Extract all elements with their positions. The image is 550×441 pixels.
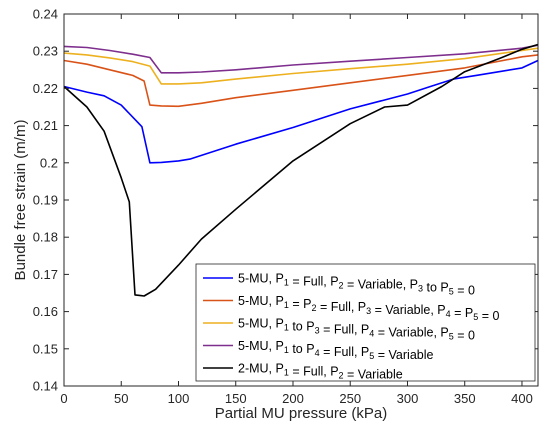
x-axis-label: Partial MU pressure (kPa) [215, 405, 388, 422]
y-tick-label: 0.22 [33, 81, 58, 96]
y-tick-label: 0.16 [33, 304, 58, 319]
x-tick-label: 400 [511, 391, 533, 406]
legend-entry: 5-MU, P1 = Full, P2 = Variable, P3 to P5… [238, 272, 475, 298]
x-tick-label: 100 [168, 391, 190, 406]
x-tick-label: 0 [60, 391, 67, 406]
y-tick-label: 0.2 [40, 155, 58, 170]
x-tick-label: 200 [282, 391, 304, 406]
y-tick-label: 0.14 [33, 379, 58, 394]
x-tick-label: 150 [225, 391, 247, 406]
y-tick-label: 0.15 [33, 341, 58, 356]
legend: 5-MU, P1 = Full, P2 = Variable, P3 to P5… [195, 263, 536, 382]
legend-box [195, 263, 536, 382]
y-tick-label: 0.18 [33, 230, 58, 245]
x-tick-label: 50 [114, 391, 128, 406]
series-layer [63, 43, 539, 297]
legend-entry: 2-MU, P1 = Full, P2 = Variable [238, 362, 403, 382]
series-line-5 [63, 43, 539, 297]
y-tick-label: 0.19 [33, 193, 58, 208]
x-tick-label: 350 [454, 391, 476, 406]
y-tick-label: 0.24 [33, 7, 58, 22]
legend-entry: 5-MU, P1 to P3 = Full, P4 = Variable, P5… [238, 317, 475, 343]
tick-layer: 0 50 100 150 200 250 300 350 400 0.14 0.15 0.16 0.17… [33, 7, 538, 406]
series-line-2 [63, 54, 539, 108]
series-line-4 [63, 44, 539, 74]
series-line-1 [63, 59, 539, 164]
y-tick-label: 0.21 [33, 118, 58, 133]
series-line-3 [63, 47, 539, 85]
y-tick-label: 0.17 [33, 267, 58, 282]
y-axis-label: Bundle free strain (m/m) [12, 120, 29, 281]
x-tick-label: 300 [397, 391, 419, 406]
x-tick-label: 250 [339, 391, 361, 406]
legend-entry: 5-MU, P1 to P4 = Full, P5 = Variable [238, 339, 434, 362]
y-tick-label: 0.23 [33, 44, 58, 59]
legend-entry: 5-MU, P1 = P2 = Full, P3 = Variable, P4 … [238, 294, 499, 323]
